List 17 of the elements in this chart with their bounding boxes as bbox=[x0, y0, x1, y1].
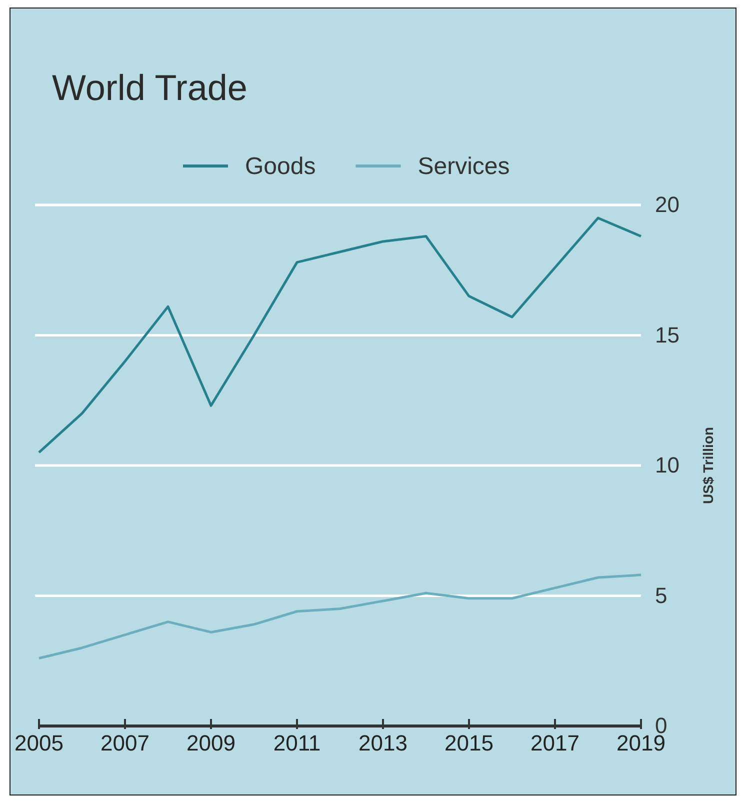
y-tick-label: 15 bbox=[655, 322, 680, 348]
x-tick-label: 2005 bbox=[14, 730, 64, 756]
x-tick-label: 2011 bbox=[273, 730, 321, 756]
y-tick-label: 20 bbox=[655, 192, 680, 218]
x-tick-label: 2017 bbox=[530, 730, 580, 756]
legend-label: Goods bbox=[245, 153, 316, 180]
line-series bbox=[38, 574, 642, 660]
y-tick-label: 5 bbox=[655, 582, 668, 608]
x-tick-label: 2007 bbox=[100, 730, 150, 756]
y-tick-label: 10 bbox=[655, 452, 680, 478]
legend-label: Services bbox=[418, 153, 510, 180]
x-tick-label: 2013 bbox=[358, 730, 408, 756]
chart-title: World Trade bbox=[52, 67, 248, 108]
y-axis-title: US$ Trillion bbox=[700, 426, 716, 504]
x-tick-label: 2015 bbox=[444, 730, 494, 756]
x-tick-label: 2009 bbox=[186, 730, 236, 756]
line-series bbox=[38, 216, 642, 454]
